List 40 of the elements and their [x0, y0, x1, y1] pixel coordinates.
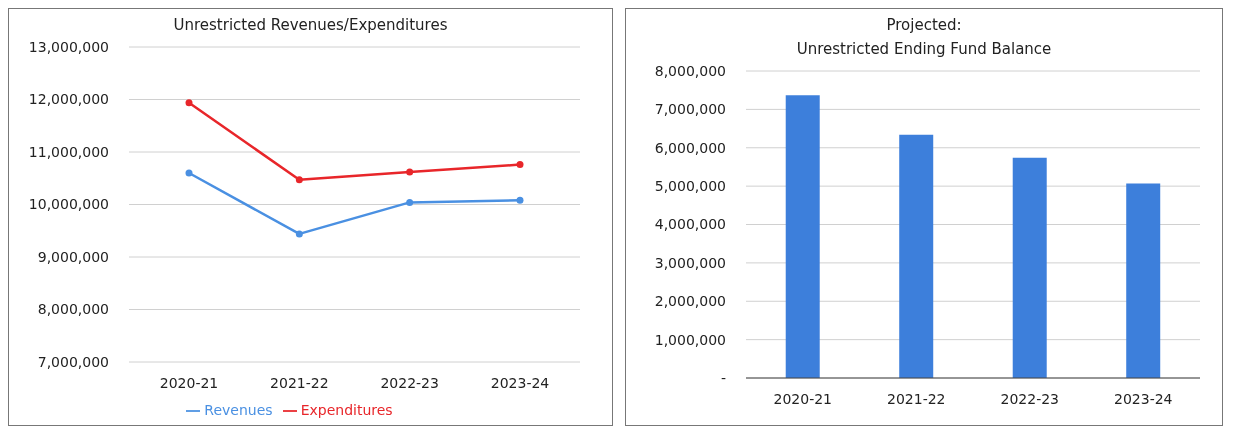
chart-title: Projected: Unrestricted Ending Fund Balance	[795, 15, 1053, 60]
point	[185, 169, 193, 177]
y-tick-label: 1,000,000	[654, 331, 726, 348]
y-tick-label: 8,000,000	[37, 301, 109, 318]
point	[295, 176, 303, 184]
bar	[899, 134, 934, 378]
point	[516, 196, 524, 204]
y-tick-label: 5,000,000	[654, 178, 726, 195]
chart-title: Unrestricted Revenues/Expenditures	[172, 15, 449, 36]
x-tick-label: 2023-24	[490, 374, 550, 391]
y-tick-label: 12,000,000	[28, 91, 109, 108]
y-tick-label: 7,000,000	[654, 101, 726, 118]
point	[185, 99, 193, 107]
y-tick-label: -	[720, 369, 726, 386]
x-tick-label: 2022-23	[380, 374, 439, 391]
bar	[1012, 157, 1047, 378]
point	[406, 198, 414, 206]
x-tick-label: 2023-24	[1114, 390, 1173, 407]
y-tick-label: 13,000,000	[28, 38, 109, 55]
y-tick-label: 10,000,000	[28, 196, 109, 213]
legend-label: Revenues	[204, 402, 273, 418]
y-tick-label: 2,000,000	[654, 293, 726, 310]
x-tick-label: 2021-22	[887, 390, 946, 407]
point	[406, 168, 414, 176]
y-tick-label: 8,000,000	[654, 62, 726, 79]
y-tick-label: 3,000,000	[654, 254, 726, 271]
point	[295, 230, 303, 238]
y-tick-label: 9,000,000	[37, 248, 109, 265]
point	[516, 161, 524, 169]
y-tick-label: 7,000,000	[37, 353, 109, 370]
x-tick-label: 2021-22	[270, 374, 329, 391]
bar	[1126, 183, 1161, 378]
bar	[785, 95, 820, 378]
x-tick-label: 2022-23	[1000, 390, 1059, 407]
x-tick-label: 2020-21	[773, 390, 832, 407]
y-tick-label: 6,000,000	[654, 139, 726, 156]
y-tick-label: 11,000,000	[28, 143, 109, 160]
legend-label: Expenditures	[300, 402, 393, 418]
y-tick-label: 4,000,000	[654, 216, 726, 233]
x-tick-label: 2020-21	[159, 374, 219, 391]
